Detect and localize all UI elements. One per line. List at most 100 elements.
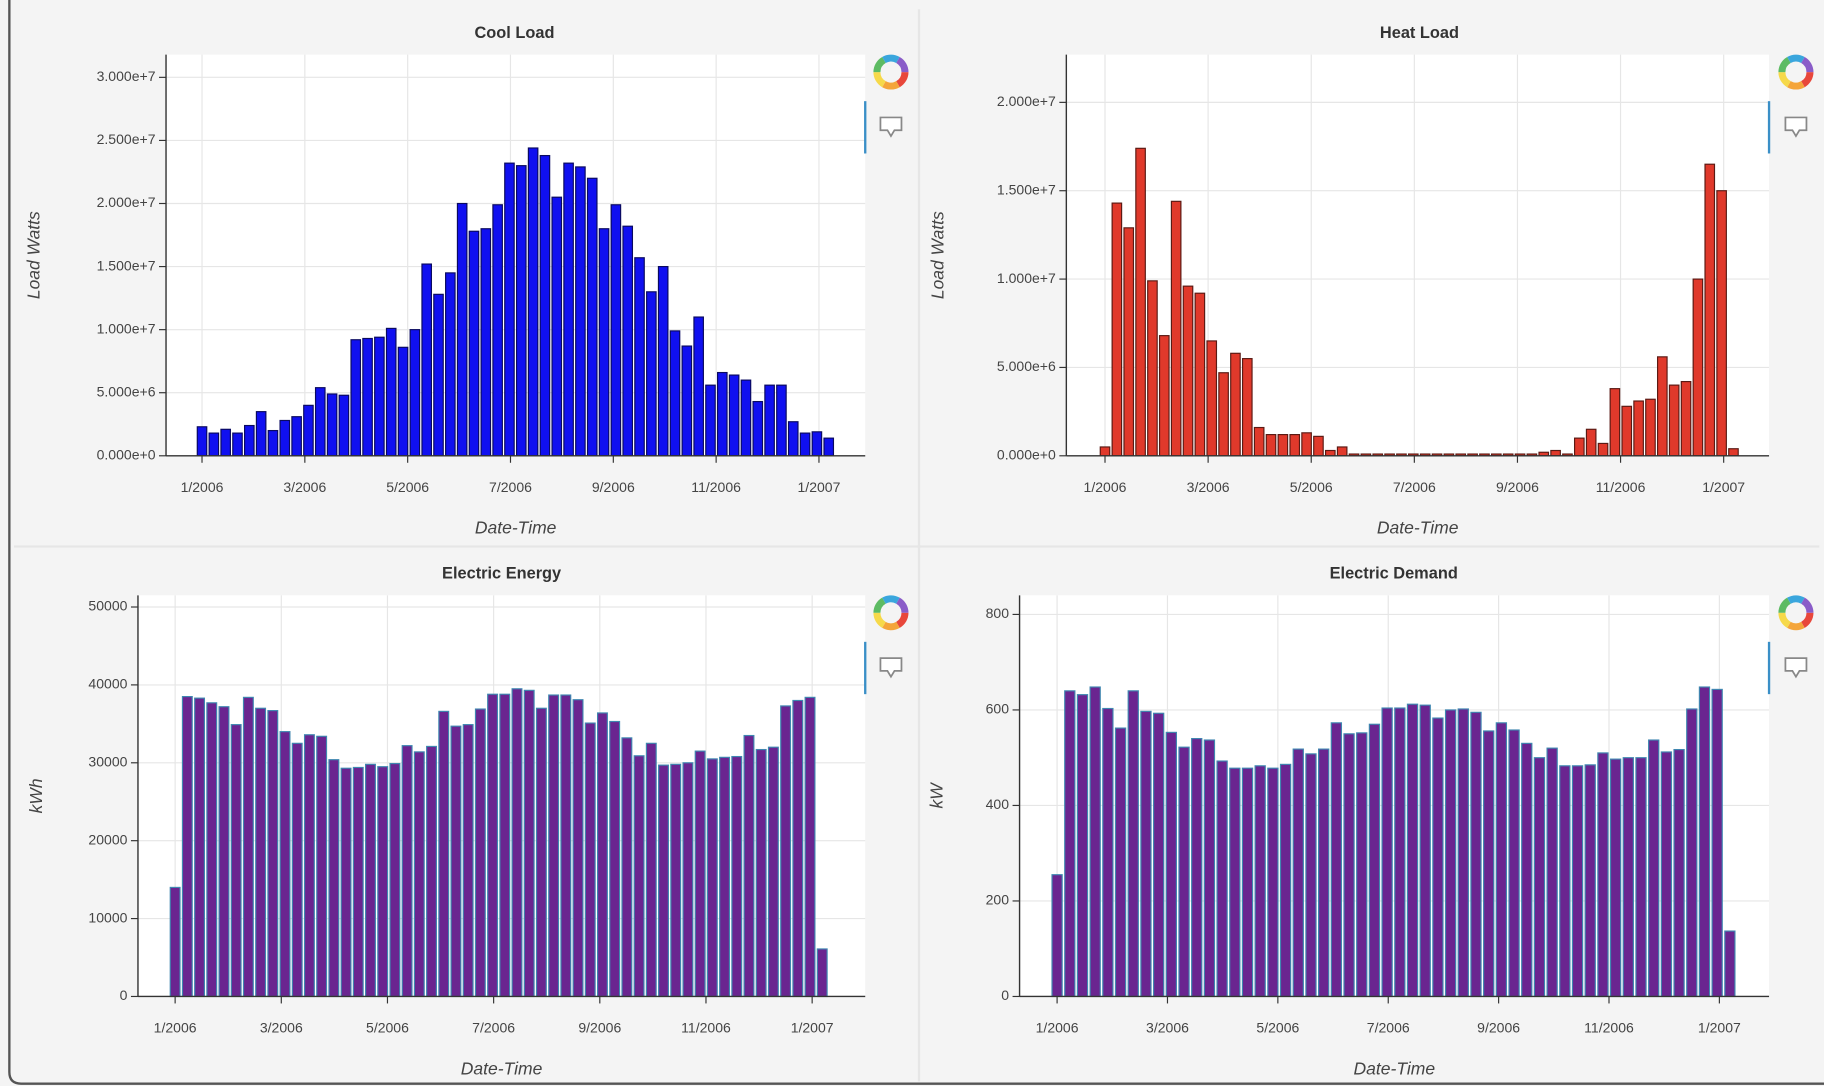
y-tick-label: 1.500e+7: [97, 257, 156, 273]
x-tick-label: 11/2006: [691, 479, 741, 495]
bar: [340, 767, 352, 998]
hover-tool[interactable]: [879, 657, 903, 679]
bar: [598, 228, 610, 457]
bar: [1444, 709, 1457, 998]
bar: [743, 734, 755, 998]
bar: [1206, 340, 1218, 457]
logo-segment: [895, 612, 909, 628]
bar: [1216, 760, 1228, 998]
x-tick-label: 1/2006: [1084, 479, 1127, 495]
hover-tool[interactable]: [1784, 657, 1808, 679]
bar: [1277, 434, 1289, 457]
bar: [397, 346, 409, 457]
bar: [291, 416, 302, 457]
bar: [1267, 767, 1279, 998]
hover-tool[interactable]: [879, 116, 903, 138]
x-tick-label: 1/2006: [181, 479, 224, 495]
bar: [1711, 688, 1723, 998]
y-tick-label: 2.000e+7: [997, 93, 1056, 109]
logo-segment: [882, 80, 900, 90]
logo-segment: [1787, 80, 1805, 90]
bar: [1660, 751, 1673, 998]
bar: [705, 384, 716, 457]
bar: [669, 330, 681, 457]
toolbar: [1767, 595, 1814, 695]
bar: [633, 755, 645, 998]
bar: [780, 705, 792, 998]
bar: [527, 147, 539, 457]
bar: [658, 764, 669, 998]
bar: [1645, 398, 1656, 457]
bar: [1336, 446, 1348, 457]
x-tick-label: 7/2006: [1393, 479, 1436, 495]
bar: [1356, 732, 1368, 998]
bar: [480, 228, 492, 457]
bar: [1123, 227, 1135, 457]
bar: [764, 384, 775, 457]
bar: [575, 166, 586, 457]
bar: [816, 948, 828, 998]
y-axis-label: Load Watts: [24, 211, 44, 299]
bar: [755, 748, 767, 998]
y-tick-label: 5.000e+6: [97, 383, 156, 399]
bar: [823, 437, 835, 457]
x-tick-label: 1/2007: [1702, 479, 1745, 495]
bar: [1343, 733, 1355, 998]
bar: [1698, 686, 1711, 998]
bar: [1508, 729, 1520, 998]
bar: [1470, 711, 1482, 998]
x-tick-label: 1/2006: [154, 1020, 197, 1036]
y-tick-label: 10000: [88, 909, 127, 925]
bar: [492, 204, 503, 457]
bar: [1550, 449, 1561, 457]
logo-segment: [1787, 621, 1805, 631]
bar: [610, 204, 622, 457]
bar: [279, 731, 291, 998]
bar: [1495, 722, 1508, 998]
bar: [716, 371, 728, 457]
bar: [409, 329, 421, 457]
bar: [445, 272, 456, 457]
chart-title: Heat Load: [1380, 24, 1459, 42]
x-tick-label: 1/2007: [791, 1020, 834, 1036]
bar: [596, 712, 608, 998]
bar: [196, 426, 208, 457]
hover-tool[interactable]: [1784, 116, 1808, 138]
bar: [218, 706, 230, 998]
bar: [1483, 730, 1495, 998]
bar: [1368, 723, 1381, 998]
y-tick-label: 1.500e+7: [997, 181, 1056, 197]
bar: [1330, 722, 1343, 998]
logo-segment: [873, 71, 886, 88]
bar: [1076, 694, 1089, 998]
x-tick-label: 5/2006: [366, 1020, 409, 1036]
bar: [1301, 432, 1312, 457]
bar: [572, 699, 584, 998]
bar: [1265, 434, 1277, 457]
bar: [523, 689, 535, 998]
bar: [1241, 358, 1253, 457]
bar: [609, 720, 621, 998]
bar: [433, 293, 444, 457]
bar: [314, 387, 326, 457]
bar: [450, 725, 462, 998]
bar: [740, 379, 752, 457]
bar: [1089, 686, 1101, 998]
bar: [474, 708, 486, 998]
bar: [539, 154, 551, 457]
bar: [767, 746, 779, 998]
logo-segment: [882, 621, 900, 631]
bar: [1680, 380, 1692, 457]
x-tick-label: 9/2006: [1477, 1020, 1520, 1036]
bar: [1182, 285, 1194, 457]
bar: [1432, 717, 1444, 998]
bar: [487, 693, 499, 998]
bar: [194, 697, 206, 998]
bar: [328, 759, 340, 998]
bar: [1633, 400, 1644, 457]
bar: [586, 177, 598, 457]
y-tick-label: 200: [986, 892, 1010, 908]
bar: [1292, 748, 1304, 998]
bar: [303, 734, 315, 998]
bar: [1064, 690, 1076, 998]
